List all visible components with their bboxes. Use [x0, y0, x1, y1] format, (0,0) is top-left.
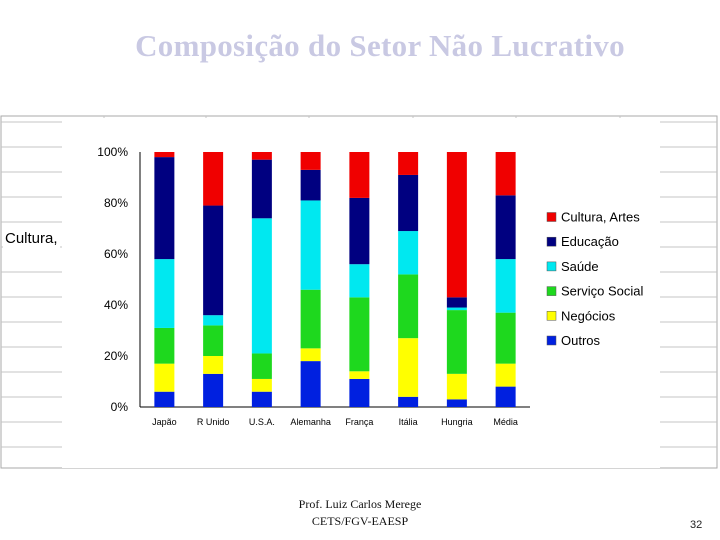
bars — [154, 152, 516, 407]
x-tick-label: Japão — [152, 417, 177, 427]
bar-segment — [251, 378, 272, 392]
x-tick-label: França — [345, 417, 373, 427]
bar-segment — [446, 373, 467, 400]
bar-segment — [203, 373, 224, 407]
bar-segment — [300, 152, 321, 170]
legend-swatch — [546, 212, 557, 222]
bar-segment — [154, 259, 175, 328]
bar-segment — [154, 152, 175, 158]
bar-segment — [398, 174, 419, 232]
y-tick-label: 60% — [104, 247, 128, 261]
slide-title: Composição do Setor Não Lucrativo — [135, 28, 625, 63]
y-tick-label: 20% — [104, 349, 128, 363]
legend-swatch — [546, 261, 557, 272]
legend-swatch — [546, 286, 557, 296]
bar-segment — [251, 218, 272, 354]
bar-segment — [300, 200, 321, 290]
legend-label: Cultura, Artes — [561, 210, 640, 225]
bar-segment — [251, 391, 272, 407]
legend-swatch — [546, 236, 557, 247]
footer-institution: CETS/FGV-EAESP — [311, 514, 409, 528]
bar-segment — [203, 356, 224, 374]
x-tick-label: Hungria — [441, 417, 473, 427]
x-tick-label: R Unido — [197, 417, 230, 427]
bar-segment — [251, 159, 272, 219]
bar-segment — [349, 371, 370, 379]
bar-segment — [154, 391, 175, 407]
x-tick-label: Alemanha — [290, 417, 331, 427]
y-tick-label: 80% — [104, 196, 128, 210]
bar-segment — [154, 157, 175, 260]
x-tick-label: Itália — [399, 417, 418, 427]
legend-swatch — [546, 335, 557, 346]
bar-segment — [398, 396, 419, 407]
bar-segment — [203, 152, 224, 206]
bar-segment — [349, 264, 370, 298]
y-tick-label: 100% — [97, 145, 128, 159]
bar-segment — [495, 152, 516, 196]
legend-label: Serviço Social — [561, 284, 643, 299]
bar-segment — [495, 312, 516, 364]
legend-label: Saúde — [561, 259, 599, 274]
bar-segment — [446, 399, 467, 407]
bar-segment — [495, 363, 516, 387]
bar-segment — [154, 327, 175, 364]
bar-segment — [349, 152, 370, 198]
footer-author: Prof. Luiz Carlos Merege — [298, 497, 422, 511]
bar-segment — [446, 152, 467, 298]
page-number: 32 — [690, 519, 703, 531]
bar-segment — [446, 307, 467, 311]
y-tick-label: 0% — [111, 400, 129, 414]
bar-segment — [495, 195, 516, 260]
bar-segment — [203, 315, 224, 326]
legend-label: Outros — [561, 333, 601, 348]
x-tick-label: Média — [493, 417, 518, 427]
bar-segment — [203, 325, 224, 356]
bar-segment — [251, 353, 272, 379]
bar-segment — [251, 152, 272, 160]
bar-segment — [398, 152, 419, 175]
bar-segment — [495, 386, 516, 407]
bar-segment — [203, 205, 224, 316]
bar-segment — [495, 259, 516, 313]
legend-swatch — [546, 311, 557, 321]
bar-segment — [349, 297, 370, 372]
legend-label: Negócios — [561, 308, 616, 323]
bar-segment — [300, 289, 321, 349]
bar-segment — [300, 348, 321, 362]
bar-segment — [154, 363, 175, 392]
legend: Cultura, Artes Educação Saúde Serviço Socia… — [546, 210, 643, 348]
y-tick-label: 40% — [104, 298, 128, 312]
bar-segment — [398, 274, 419, 339]
bar-segment — [446, 310, 467, 374]
side-label: Cultura, — [5, 230, 58, 247]
legend-label: Educação — [561, 234, 619, 249]
x-axis-labels: Japão R Unido U.S.A. Alemanha França Itália Hu… — [152, 417, 518, 427]
bar-segment — [349, 378, 370, 407]
bar-segment — [300, 169, 321, 201]
bar-segment — [300, 361, 321, 407]
bar-segment — [398, 338, 419, 397]
bar-segment — [446, 297, 467, 308]
x-tick-label: U.S.A. — [249, 417, 275, 427]
chart: Cultura, 0% 20% 40% 60% 80% 100% Japão R Unido… — [0, 115, 718, 469]
bar-segment — [349, 197, 370, 265]
bar-segment — [398, 231, 419, 275]
